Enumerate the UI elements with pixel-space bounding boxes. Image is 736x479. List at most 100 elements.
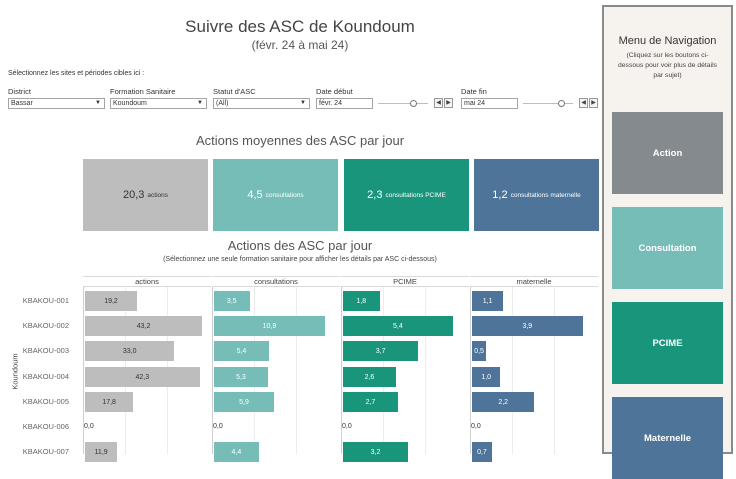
row-label-kbakou-003[interactable]: KBAKOU-003 [22,346,69,355]
bar-maternelle-kbakou-007[interactable]: 0,7 [472,442,492,462]
bar-maternelle-kbakou-003[interactable]: 0,5 [472,341,487,361]
dropdown-arrow-icon: ▼ [300,100,306,106]
kpi-value: 4,5 [247,189,263,201]
bar-actions-kbakou-007[interactable]: 11,9 [85,442,118,462]
dropdown-arrow-icon: ▼ [197,100,203,106]
date-fin-slider-handle[interactable] [558,99,565,107]
bar-pcime-kbakou-007[interactable]: 3,2 [343,442,409,462]
bar-maternelle-kbakou-005[interactable]: 2,2 [472,392,535,412]
nav-button-consultation[interactable]: Consultation [612,207,723,289]
date-debut-next-button[interactable]: ▶ [444,98,453,108]
bar-label: 19,2 [104,297,118,305]
date-fin-slider-track[interactable] [523,103,573,104]
district-value: Bassar [11,100,33,107]
formation-filter: Formation Sanitaire Koundoum ▼ [110,87,207,109]
bar-consultations-kbakou-007[interactable]: 4,4 [214,442,259,462]
bar-label: 10,9 [262,322,277,330]
bar-pcime-kbakou-003[interactable]: 3,7 [343,341,419,361]
bar-label: 1,8 [356,297,367,305]
gridline [296,287,298,454]
bar-label: 3,7 [375,347,386,355]
kpi-value: 20,3 [122,189,145,201]
bar-maternelle-kbakou-001[interactable]: 1,1 [472,291,504,311]
panel-separator [341,287,342,454]
nav-button-pcime[interactable]: PCIME [612,302,723,384]
kpi-label: actions [147,191,169,199]
statut-dropdown[interactable]: (All) ▼ [213,98,310,109]
bar-actions-kbakou-003[interactable]: 33,0 [85,341,175,361]
row-label-kbakou-004[interactable]: KBAKOU-004 [22,372,69,381]
bar-pcime-kbakou-002[interactable]: 5,4 [343,316,453,336]
bar-label: 5,4 [393,322,403,330]
date-debut-prev-button[interactable]: ◀ [434,98,443,108]
formation-value: Koundoum [113,100,147,107]
navigation-sidebar: Menu de Navigation (Cliquez sur les bout… [602,5,733,479]
bar-maternelle-kbakou-004[interactable]: 1,0 [472,367,501,387]
date-debut-label: Date début [316,87,353,96]
date-fin-label: Date fin [461,87,487,96]
bar-label: 5,3 [236,373,246,381]
bar-label: 0,0 [471,423,481,430]
page-title: Suivre des ASC de Koundoum [185,17,415,36]
bar-label: 42,3 [135,373,150,381]
nav-title: Menu de Navigation [618,35,717,47]
bar-label: 43,2 [136,322,151,330]
column-header-maternelle: maternelle [470,276,598,287]
bar-pcime-kbakou-004[interactable]: 2,6 [343,367,396,387]
column-header-pcime: PCIME [341,276,469,287]
bar-actions-kbakou-001[interactable]: 19,2 [85,291,138,311]
kpi-value: 1,2 [492,189,508,201]
bar-consultations-kbakou-004[interactable]: 5,3 [214,367,268,387]
bar-label: 1,1 [482,297,493,305]
date-debut-filter: Date début févr. 24 ◀ ▶ [316,87,454,111]
bar-consultations-kbakou-002[interactable]: 10,9 [214,316,325,336]
date-fin-next-button[interactable]: ▶ [589,98,598,108]
bar-label: 3,2 [370,448,381,456]
kpi-label: consultations [265,191,304,199]
y-axis-title: Koundoum [10,353,20,390]
bar-label: 0,7 [477,448,487,456]
dropdown-arrow-icon: ▼ [95,100,101,106]
date-fin-input[interactable]: mai 24 [461,98,518,109]
formation-label: Formation Sanitaire [110,87,176,96]
column-header-actions: actions [83,276,211,287]
bar-label: 5,9 [239,398,249,406]
gridline [512,287,514,454]
nav-button-action[interactable]: Action [612,112,723,194]
bar-pcime-kbakou-001[interactable]: 1,8 [343,291,380,311]
chart-subtitle: (Sélectionnez une seule formation sanita… [163,256,437,263]
bar-actions-kbakou-004[interactable]: 42,3 [85,367,200,387]
date-fin-prev-button[interactable]: ◀ [579,98,588,108]
panel-separator [212,287,213,454]
bar-consultations-kbakou-001[interactable]: 3,5 [214,291,250,311]
bar-actions-kbakou-002[interactable]: 43,2 [85,316,203,336]
row-label-kbakou-002[interactable]: KBAKOU-002 [22,321,69,330]
bar-label: 3,9 [522,322,533,330]
row-label-kbakou-007[interactable]: KBAKOU-007 [22,447,69,456]
row-label-kbakou-005[interactable]: KBAKOU-005 [22,397,69,406]
page-subtitle: (févr. 24 à mai 24) [251,38,349,52]
row-label-kbakou-006[interactable]: KBAKOU-006 [22,422,69,431]
nav-button-maternelle[interactable]: Maternelle [612,397,723,479]
bar-consultations-kbakou-005[interactable]: 5,9 [214,392,274,412]
date-debut-slider-handle[interactable] [410,99,417,107]
row-label-kbakou-001[interactable]: KBAKOU-001 [22,296,69,305]
kpi-value: 2,3 [367,189,383,201]
bar-label: 0,0 [84,423,94,430]
date-fin-filter: Date fin mai 24 ◀ ▶ [461,87,599,111]
date-debut-slider-track[interactable] [378,103,428,104]
bar-pcime-kbakou-005[interactable]: 2,7 [343,392,398,412]
bar-maternelle-kbakou-002[interactable]: 3,9 [472,316,583,336]
bar-label: 5,4 [236,347,247,355]
column-header-consultations: consultations [212,276,340,287]
kpi-section-title: Actions moyennes des ASC par jour [195,133,405,148]
bar-label: 17,8 [102,398,116,406]
nav-subtitle: (Cliquez sur les boutons ci-dessous pour… [618,52,717,79]
formation-dropdown[interactable]: Koundoum ▼ [110,98,207,109]
bar-actions-kbakou-005[interactable]: 17,8 [85,392,134,412]
district-dropdown[interactable]: Bassar ▼ [8,98,105,109]
date-debut-input[interactable]: févr. 24 [316,98,373,109]
bar-label: 0,5 [474,347,484,355]
bar-label: 3,5 [226,297,237,305]
bar-consultations-kbakou-003[interactable]: 5,4 [214,341,269,361]
